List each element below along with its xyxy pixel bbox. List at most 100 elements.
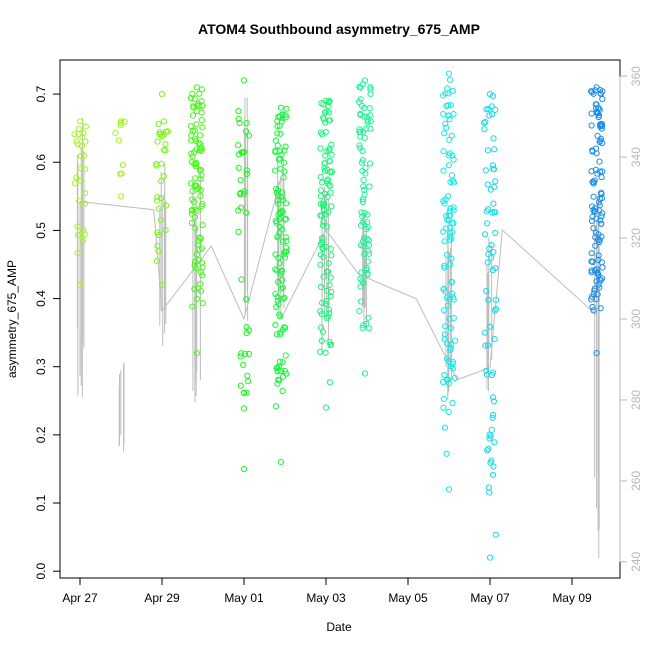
data-point [198,245,205,252]
data-point [319,299,326,306]
x-tick-label: May 05 [388,591,428,605]
data-point [483,106,490,113]
data-point [80,152,88,159]
data-point [490,463,497,470]
data-point [154,229,161,236]
data-point [449,229,456,236]
data-point [358,269,365,276]
data-point [235,108,242,115]
data-point [279,387,286,395]
data-point [591,285,598,292]
data-point [484,220,491,227]
data-point [236,120,243,127]
data-point [445,376,452,383]
data-point [274,368,281,375]
data-point [82,190,89,197]
data-point [153,197,161,204]
data-point [278,285,285,292]
data-point [154,194,161,201]
data-point [441,307,448,314]
data-point [366,183,373,190]
data-point [598,125,605,132]
data-point [597,277,605,284]
data-point [112,130,119,137]
data-point [158,194,165,202]
y2-tick-label: 280 [629,390,643,410]
data-point [446,315,453,322]
data-point [274,142,281,149]
data-point [449,87,456,94]
data-point [594,132,601,139]
data-point [194,208,201,215]
data-point [441,130,448,137]
data-point [589,303,596,311]
data-point [450,204,457,211]
data-point [237,177,244,184]
data-point [193,121,200,128]
data-point [486,245,493,252]
data-point [483,371,490,378]
data-point [317,251,324,258]
data-point [192,265,199,272]
data-point [593,266,600,273]
data-point [77,177,84,184]
data-point [237,353,244,360]
data-point [198,117,205,124]
data-point [245,132,253,139]
data-point [237,382,244,389]
data-point [243,120,250,127]
data-point [589,89,596,96]
data-point [235,164,242,171]
data-point [242,350,249,357]
data-point [282,143,289,150]
data-point [199,124,206,131]
data-point [326,306,333,313]
data-point [197,166,204,173]
data-point [595,113,602,121]
data-point [243,324,250,331]
data-point [490,398,497,405]
data-point [364,271,371,278]
data-point [487,323,494,330]
data-point [485,484,492,491]
data-point [490,411,497,418]
data-point [442,323,449,330]
data-point [445,380,452,387]
data-point [243,389,250,396]
data-point [598,233,605,240]
data-point [119,162,127,169]
data-point [115,137,122,144]
data-point [490,200,497,207]
data-point [191,135,199,142]
data-point [366,105,373,112]
data-point [240,190,247,197]
data-point [445,217,453,224]
data-point [79,237,87,244]
data-point [598,220,605,227]
data-point [322,349,329,356]
data-point [442,225,449,232]
y-tick-label: 0.7 [34,85,48,102]
data-point [274,298,281,305]
y2-tick-label: 340 [629,147,643,167]
data-point [275,211,282,218]
data-point [282,234,289,241]
data-point [486,112,493,119]
data-point [360,322,367,329]
data-point [277,270,285,277]
data-point [154,242,161,249]
data-point [325,109,333,116]
data-point [443,124,450,131]
data-point [195,241,202,248]
data-point [322,97,330,105]
data-point [71,131,78,138]
data-point [592,242,599,249]
data-point [80,130,87,137]
data-point [447,261,454,268]
data-point [447,236,454,243]
data-point [320,201,328,208]
data-point [273,365,280,372]
data-point [365,250,373,257]
data-point [359,219,366,226]
data-point [235,207,242,214]
